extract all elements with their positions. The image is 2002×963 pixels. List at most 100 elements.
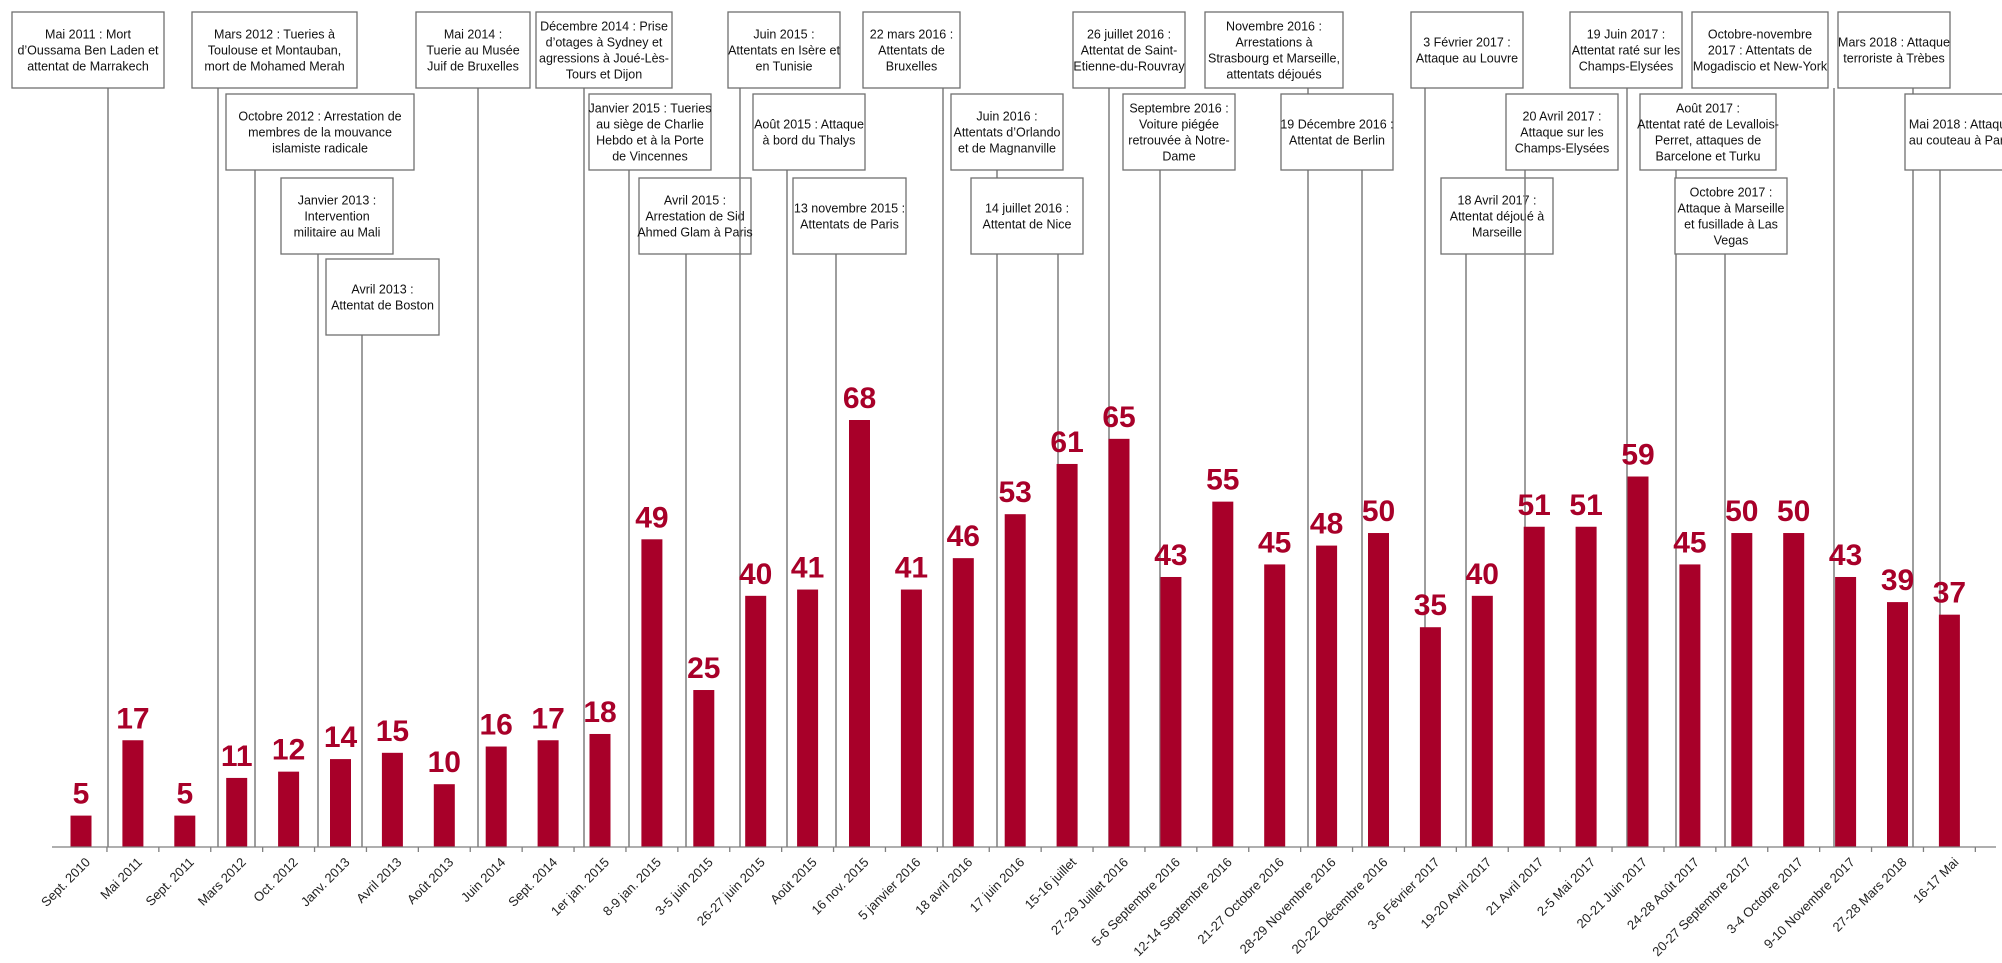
annotation-box (792, 177, 907, 255)
annotation-box (415, 11, 531, 89)
annotation-text: Attentat déjoué à (1450, 210, 1545, 224)
annotation: Mai 2018 : Attaque au couteau à Paris (1904, 93, 2002, 847)
annotation-text: Attentats en Isère et (728, 44, 840, 58)
data-label: 50 (1362, 495, 1395, 528)
bar (849, 420, 870, 847)
annotation: Octobre 2017 : Attaque à Marseille et fusi… (1674, 177, 1788, 847)
annotation-box (727, 11, 841, 89)
annotation-box (535, 11, 673, 89)
data-label: 50 (1725, 495, 1758, 528)
bar (1004, 514, 1026, 847)
annotation-box (1904, 93, 2002, 171)
annotation: Décembre 2014 : Prise d’otages à Sydney e… (535, 11, 673, 847)
annotation-text: Avril 2015 : (664, 194, 726, 208)
bar (1368, 533, 1389, 847)
bar (70, 815, 92, 847)
annotation-text: Juin 2016 : (976, 110, 1037, 124)
annotation: Mai 2014 : Tuerie au Musée Juif de Bruxell… (415, 11, 531, 847)
data-label: 50 (1777, 495, 1810, 528)
bar (330, 759, 351, 847)
annotation-text: Attentats de (878, 44, 945, 58)
annotation-text: 20 Avril 2017 : (1523, 110, 1602, 124)
annotation-box (1837, 11, 1951, 89)
bar (952, 558, 974, 847)
x-tick-label: Mars 2012 (195, 855, 249, 909)
annotation-text: Attentat raté sur les (1572, 44, 1680, 58)
annotation-text: au siège de Charlie (596, 118, 704, 132)
annotation-text: Intervention (304, 210, 369, 224)
annotation-text: agressions à Joué-Lès- (539, 52, 669, 66)
annotation-text: Mars 2012 : Tueries à (214, 28, 335, 42)
bar (1783, 533, 1805, 847)
bar (641, 539, 663, 847)
annotation-text: Juif de Bruxelles (427, 60, 519, 74)
annotation-text: de Vincennes (612, 150, 688, 164)
annotation-box (1072, 11, 1186, 89)
bar (1938, 614, 1960, 847)
data-label: 51 (1518, 489, 1551, 522)
data-label: 59 (1621, 439, 1654, 472)
annotation-text: Attaque à Marseille (1677, 202, 1784, 216)
bar (226, 777, 248, 847)
x-tick-label: 9-10 Novembre 2017 (1761, 855, 1858, 952)
annotation-text: Attentat de Nice (983, 218, 1072, 232)
x-tick-label: 5-6 Septembre 2016 (1089, 855, 1183, 949)
annotation-box (1674, 177, 1788, 255)
x-tick-label: Août 2015 (767, 855, 820, 908)
annotation: Octobre 2012 : Arrestation de membres de … (225, 93, 415, 847)
annotation-text: Novembre 2016 : (1226, 20, 1322, 34)
annotation-box (588, 93, 712, 171)
bar (1160, 576, 1182, 847)
bar (1627, 476, 1649, 847)
data-label: 55 (1206, 464, 1239, 497)
data-label: 41 (791, 552, 824, 585)
annotation-text: Mai 2018 : Attaque (1909, 118, 2002, 132)
annotation-text: 19 Juin 2017 : (1587, 28, 1666, 42)
x-tick-label: Sept. 2011 (143, 855, 197, 909)
annotation-box (752, 93, 866, 171)
annotation-text: à bord du Thalys (763, 134, 856, 148)
annotation: Juin 2015 : Attentats en Isère et en Tunis… (727, 11, 841, 847)
x-tick-label: Sept. 2014 (505, 855, 560, 910)
data-label: 68 (843, 382, 876, 415)
annotation-text: 13 novembre 2015 : (794, 202, 905, 216)
data-label: 53 (999, 476, 1032, 509)
data-label: 43 (1154, 539, 1187, 572)
annotation-text: retrouvée à Notre- (1128, 134, 1229, 148)
annotation-text: Strasbourg et Marseille, (1208, 52, 1340, 66)
data-label: 17 (116, 702, 149, 735)
x-tick-label: Juin 2014 (458, 855, 508, 905)
annotation-text: en Tunisie (756, 60, 813, 74)
data-label: 43 (1829, 539, 1862, 572)
data-label: 51 (1569, 489, 1602, 522)
annotation-text: membres de la mouvance (248, 126, 392, 140)
x-tick-label: Avril 2013 (353, 855, 404, 906)
annotation-text: Janvier 2013 : (298, 194, 377, 208)
annotation-text: Ahmed Glam à Paris (637, 226, 752, 240)
annotation: Juin 2016 : Attentats d’Orlando et de Magn… (950, 93, 1064, 847)
annotation-text: Tuerie au Musée (426, 44, 519, 58)
annotation-box (11, 11, 165, 89)
annotation-text: Marseille (1472, 226, 1522, 240)
annotation-text: Attentat de Boston (331, 299, 434, 313)
x-tick-label: 16-17 Mai (1910, 854, 1962, 906)
annotation-text: Attentat de Berlin (1289, 134, 1385, 148)
annotation-box (1639, 93, 1777, 171)
x-tick-label: Oct. 2012 (250, 855, 300, 905)
annotation-text: 18 Avril 2017 : (1458, 194, 1537, 208)
annotation: 19 Juin 2017 : Attentat raté sur les Champ… (1569, 11, 1683, 847)
bar (1835, 576, 1857, 847)
bar (537, 740, 559, 847)
annotation-text: d’otages à Sydney et (546, 36, 663, 50)
annotation-text: islamiste radicale (272, 142, 368, 156)
annotation-text: Bruxelles (886, 60, 937, 74)
annotation-text: 22 mars 2016 : (870, 28, 953, 42)
annotation: Septembre 2016 : Voiture piégée retrouvée … (1122, 93, 1236, 847)
annotation-text: Dame (1162, 150, 1195, 164)
annotation-text: Attentats d’Orlando (953, 126, 1060, 140)
annotation-box (1440, 177, 1554, 255)
annotation-text: 3 Février 2017 : (1423, 36, 1511, 50)
annotation-text: Septembre 2016 : (1129, 102, 1228, 116)
data-label: 65 (1102, 401, 1135, 434)
